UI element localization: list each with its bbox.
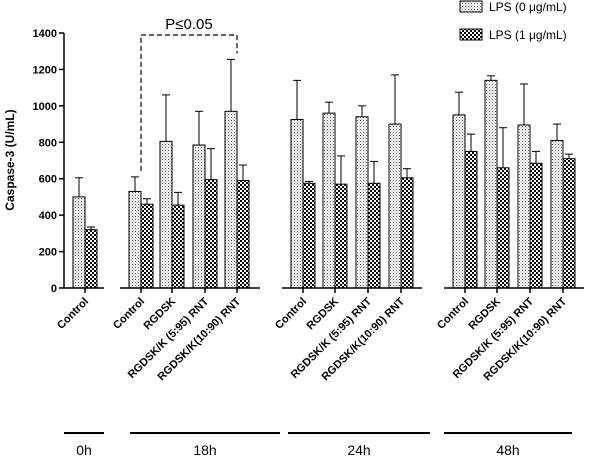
bar-lps-0	[388, 123, 402, 289]
bar-lps-1	[171, 204, 185, 289]
category-label: Control	[273, 296, 309, 332]
bar-lps-1	[204, 179, 218, 289]
bar-lps-1	[84, 229, 98, 289]
bar-lps-0	[224, 110, 238, 289]
group-label: 48h	[496, 442, 519, 458]
y-axis: 0 200 400 600 800 1000 1200 1400	[33, 28, 65, 295]
y-tick-label: 600	[39, 174, 57, 186]
category-label: Control	[435, 296, 471, 332]
category-label: Control	[55, 296, 91, 332]
bar-lps-1	[236, 180, 250, 289]
significance-bracket	[140, 34, 238, 171]
significance-label: P≤0.05	[165, 16, 212, 33]
y-tick-label: 800	[39, 137, 57, 149]
bar-lps-0	[517, 124, 531, 289]
legend-swatch-lps-1	[459, 28, 483, 41]
bar-lps-0	[290, 119, 304, 289]
y-tick-label: 1200	[33, 64, 57, 76]
y-tick-label: 400	[39, 210, 57, 222]
bar-lps-0	[192, 144, 206, 289]
bar-lps-0	[355, 116, 369, 289]
bar-lps-0	[452, 114, 466, 289]
bar-lps-1	[464, 150, 478, 289]
y-tick-label: 200	[39, 247, 57, 259]
bar-lps-1	[562, 158, 576, 289]
legend-item-lps-1: LPS (1 μg/mL)	[459, 28, 567, 42]
y-axis-title: Caspase-3 (U/mL)	[3, 109, 17, 210]
bar-lps-1	[529, 162, 543, 289]
bar-lps-1	[367, 182, 381, 289]
bar-lps-1	[334, 183, 348, 289]
bars-layer	[72, 79, 576, 289]
significance-annotation: P≤0.05	[140, 16, 238, 171]
legend: LPS (0 μg/mL) LPS (1 μg/mL)	[459, 0, 567, 42]
bar-lps-1	[400, 177, 414, 289]
bar-lps-0	[159, 140, 173, 289]
bar-lps-0	[322, 112, 336, 289]
bar-lps-0	[72, 196, 86, 289]
bar-lps-1	[140, 203, 154, 289]
bar-lps-0	[128, 190, 142, 289]
bar-lps-0	[484, 79, 498, 289]
legend-label-lps-0: LPS (0 μg/mL)	[489, 0, 567, 14]
bar-lps-1	[302, 182, 316, 289]
category-label: Control	[111, 296, 147, 332]
bar-lps-0	[550, 139, 564, 289]
legend-swatch-lps-0	[459, 0, 483, 13]
bar-lps-1	[496, 167, 510, 289]
legend-label-lps-1: LPS (1 μg/mL)	[489, 28, 567, 42]
group-label: 24h	[347, 442, 370, 458]
group-label: 0h	[76, 442, 92, 458]
y-tick-label: 1400	[33, 28, 57, 40]
time-groups-layer: 0h 18h 24h 48h	[64, 287, 584, 458]
y-tick-label: 0	[51, 283, 57, 295]
legend-item-lps-0: LPS (0 μg/mL)	[459, 0, 567, 14]
y-tick-label: 1000	[33, 101, 57, 113]
error-bars-layer	[75, 58, 573, 230]
group-label: 18h	[193, 442, 216, 458]
